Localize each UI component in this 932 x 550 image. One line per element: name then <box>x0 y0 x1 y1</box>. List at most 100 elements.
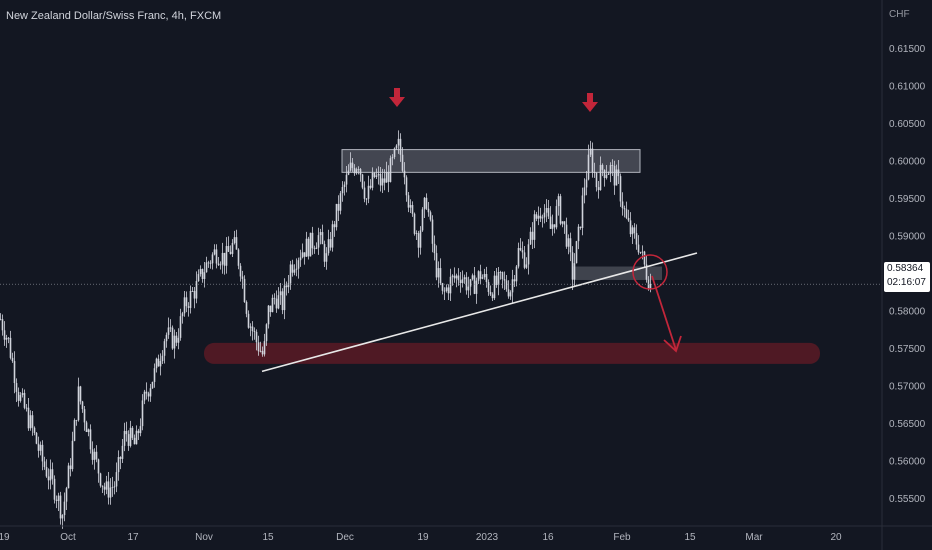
bar-countdown: 02:16:07 <box>887 277 926 288</box>
last-price: 0.58364 <box>887 263 924 274</box>
candle-body <box>477 271 480 281</box>
y-tick-label: 0.60000 <box>889 157 926 168</box>
candle-body <box>17 391 20 401</box>
candle-body <box>289 264 292 284</box>
candle-body <box>179 316 182 338</box>
candle-body <box>373 172 376 177</box>
candle-body <box>603 169 606 178</box>
candle-body <box>183 297 186 314</box>
candle-body <box>309 232 312 257</box>
candle-body <box>265 324 268 342</box>
candle-body <box>637 244 640 253</box>
candle-body <box>79 386 82 402</box>
candle-body <box>59 495 62 519</box>
candle-body <box>173 335 176 349</box>
resistance-zone <box>341 149 641 173</box>
candle-body <box>537 215 540 219</box>
candle-body <box>501 272 504 280</box>
candle-body <box>9 337 12 358</box>
candle-body <box>257 342 260 352</box>
candle-body <box>301 252 304 258</box>
candle-body <box>645 264 648 280</box>
candle-body <box>163 341 166 356</box>
candle-body <box>483 273 486 278</box>
candle-body <box>21 392 24 396</box>
candle-body <box>345 174 348 185</box>
candle-body <box>541 217 544 219</box>
candle-body <box>367 185 370 199</box>
candle-body <box>297 260 300 269</box>
candle-body <box>527 244 530 265</box>
candle-body <box>253 331 256 332</box>
candle-body <box>51 469 54 479</box>
candle-body <box>361 174 364 188</box>
candle-body <box>263 341 266 355</box>
candle-body <box>251 326 254 332</box>
candle-body <box>275 298 278 309</box>
candle-body <box>371 172 374 188</box>
candle-body <box>133 437 136 445</box>
candle-body <box>539 215 542 219</box>
candle-body <box>213 249 216 255</box>
candle-body <box>151 381 154 389</box>
candle-body <box>529 231 532 245</box>
candle-body <box>61 515 64 519</box>
candle-body <box>357 169 360 170</box>
candle-body <box>485 273 488 283</box>
candle-body <box>147 393 150 397</box>
candle-body <box>195 281 198 299</box>
candle-body <box>87 429 90 433</box>
candle-body <box>65 488 68 502</box>
candle-body <box>605 174 608 178</box>
candle-body <box>575 241 578 264</box>
candle-body <box>285 285 288 288</box>
candle-body <box>249 326 252 328</box>
candle-body <box>413 213 416 234</box>
candle-body <box>103 486 106 490</box>
candle-body <box>433 243 436 254</box>
candle-body <box>471 275 474 280</box>
candle-body <box>117 457 120 473</box>
candle-body <box>57 495 60 501</box>
y-tick-label: 0.60500 <box>889 119 926 130</box>
arrow-head <box>582 102 598 112</box>
candle-body <box>159 361 162 367</box>
arrow-shaft <box>587 93 593 102</box>
candle-body <box>45 467 48 477</box>
candle-body <box>623 208 626 210</box>
neckline-box <box>572 266 662 280</box>
candle-body <box>331 224 334 248</box>
candle-body <box>209 262 212 264</box>
candle-body <box>641 251 644 253</box>
candle-body <box>13 361 16 384</box>
candle-body <box>349 162 352 171</box>
candle-body <box>391 157 394 159</box>
candle-body <box>557 196 560 207</box>
x-tick-label: Feb <box>613 532 631 543</box>
candle-body <box>559 196 562 224</box>
candle-body <box>239 265 242 277</box>
candle-body <box>523 252 526 268</box>
candle-body <box>619 176 622 202</box>
candle-body <box>505 280 508 290</box>
candle-body <box>359 169 362 175</box>
candle-body <box>599 164 602 191</box>
candle-body <box>449 276 452 294</box>
candle-body <box>15 383 18 392</box>
candle-body <box>47 476 50 481</box>
candle-body <box>549 216 552 229</box>
x-tick-label: 19 <box>0 532 10 543</box>
candle-body <box>425 197 428 209</box>
candle-body <box>465 277 468 291</box>
candle-body <box>105 481 108 490</box>
candle-body <box>189 291 192 308</box>
candle-body <box>589 148 592 155</box>
candle-body <box>437 268 440 278</box>
candle-body <box>613 165 616 186</box>
candle-body <box>621 201 624 209</box>
candle-body <box>111 486 114 488</box>
candle-body <box>435 253 438 278</box>
candle-body <box>561 221 564 224</box>
